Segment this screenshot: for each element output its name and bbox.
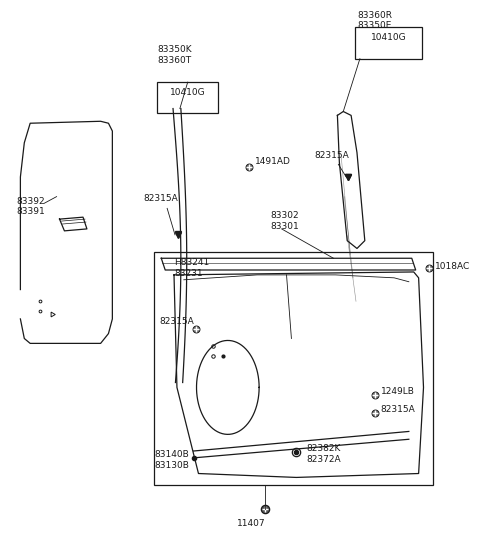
Text: 82315A: 82315A xyxy=(381,405,415,414)
Text: 11407: 11407 xyxy=(237,518,265,528)
Text: 10410G: 10410G xyxy=(371,33,406,42)
Text: 82315A: 82315A xyxy=(159,317,194,326)
Text: 83350K
83360T: 83350K 83360T xyxy=(157,45,192,65)
Bar xyxy=(155,252,433,485)
Text: 82315A: 82315A xyxy=(314,151,348,160)
Text: 1491AD: 1491AD xyxy=(255,158,291,166)
Text: 82382K
82372A: 82382K 82372A xyxy=(306,444,341,464)
Bar xyxy=(355,28,421,59)
Bar xyxy=(157,82,218,113)
Text: 82315A: 82315A xyxy=(144,194,179,202)
Text: 83392
83391: 83392 83391 xyxy=(16,197,45,217)
Text: 83302
83301: 83302 83301 xyxy=(271,211,300,231)
Text: 83140B
83130B: 83140B 83130B xyxy=(155,450,189,470)
Text: 1249LB: 1249LB xyxy=(381,387,414,396)
Text: H83241
83231: H83241 83231 xyxy=(174,258,209,278)
Text: 10410G: 10410G xyxy=(170,88,205,97)
Text: 1018AC: 1018AC xyxy=(435,262,470,271)
Text: 83360R
83350E: 83360R 83350E xyxy=(357,11,392,30)
